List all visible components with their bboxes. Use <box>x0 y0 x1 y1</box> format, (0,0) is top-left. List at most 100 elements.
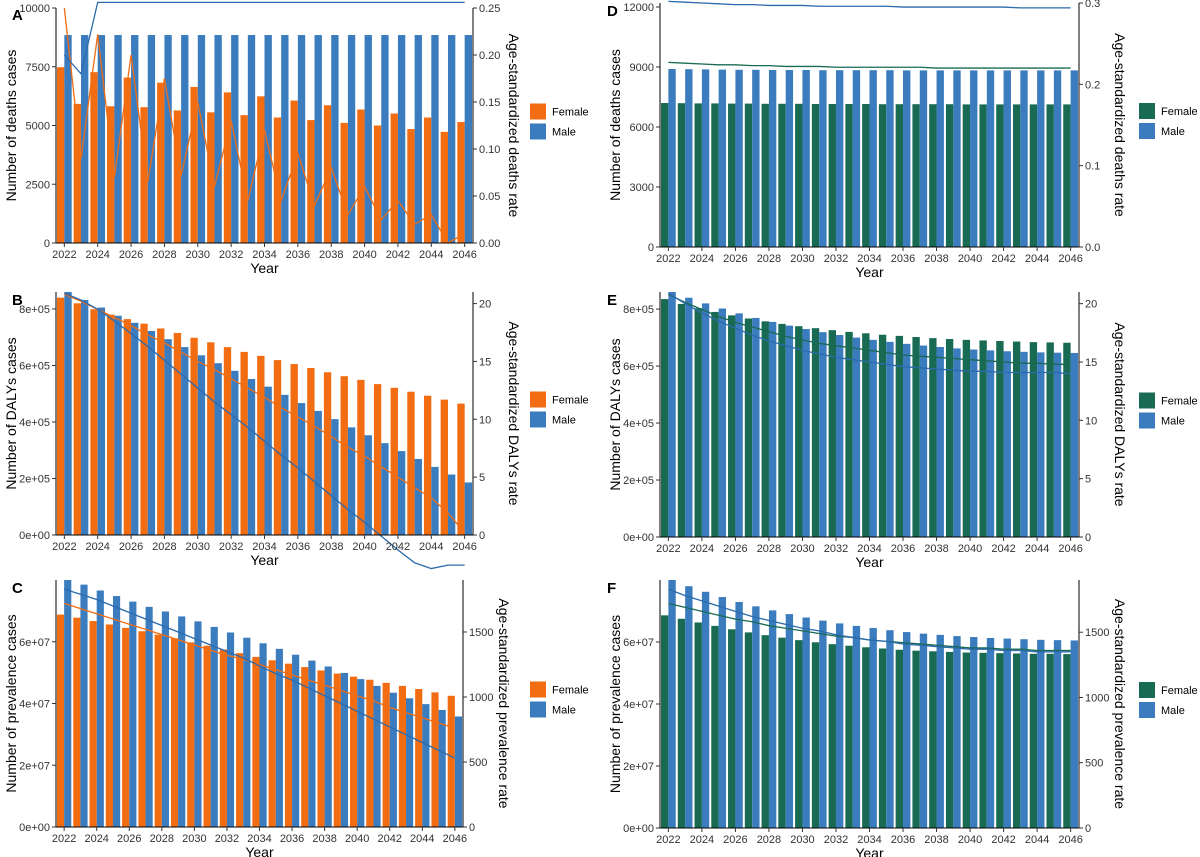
x-tick-label: 2040 <box>958 834 982 846</box>
bar-female-2035 <box>878 334 887 537</box>
bar-female-2031 <box>811 328 820 537</box>
y-tick-label: 4e+07 <box>623 699 654 711</box>
legend-swatch-male <box>530 411 546 428</box>
x-tick-label: 2038 <box>924 543 948 555</box>
bar-female-2026 <box>728 315 736 537</box>
x-axis-title: Year <box>250 552 279 568</box>
bar-male-2042 <box>1003 351 1011 537</box>
bar-male-2031 <box>819 620 827 828</box>
bar-male-2037 <box>919 70 928 248</box>
bar-female-2024 <box>90 309 98 535</box>
bar-female-2024 <box>90 72 98 243</box>
bar-female-2031 <box>207 342 215 535</box>
x-tick-label: 2030 <box>186 541 210 553</box>
bar-male-2038 <box>936 346 944 537</box>
bar-male-2035 <box>281 394 289 535</box>
bar-male-2030 <box>194 621 202 827</box>
bar-male-2027 <box>147 330 156 535</box>
y-right-tick-label: 1000 <box>469 692 493 704</box>
bar-female-2044 <box>1029 104 1038 248</box>
bar-male-2024 <box>701 591 710 828</box>
bar-female-2040 <box>962 104 971 248</box>
bar-female-2029 <box>778 103 786 247</box>
bar-male-2036 <box>903 343 911 537</box>
y-right-tick-label: 5 <box>479 472 485 484</box>
bar-female-2046 <box>457 121 465 243</box>
x-tick-label: 2026 <box>119 541 143 553</box>
bar-female-2034 <box>862 647 870 828</box>
x-tick-label: 2042 <box>386 541 410 553</box>
y-tick-label: 0 <box>44 238 50 250</box>
bar-male-2023 <box>81 299 89 535</box>
y-right-tick-label: 0 <box>469 822 475 834</box>
x-tick-label: 2038 <box>312 833 336 845</box>
y-right-axis-title: Age-standardized deaths rate <box>506 34 522 218</box>
legend-swatch-male <box>1139 412 1155 429</box>
bar-female-2030 <box>187 642 195 827</box>
bar-male-2041 <box>373 685 381 827</box>
y-right-tick-label: 10 <box>479 414 491 426</box>
bar-female-2028 <box>761 635 769 828</box>
bar-female-2042 <box>390 113 398 243</box>
x-tick-label: 2022 <box>656 543 680 555</box>
bar-male-2045 <box>1053 640 1062 828</box>
rate-line-female <box>63 602 456 729</box>
y-tick-label: 2e+07 <box>623 761 654 773</box>
bar-male-2043 <box>406 698 414 827</box>
y-right-tick-label: 500 <box>1085 758 1103 770</box>
bar-female-2036 <box>290 100 298 243</box>
bar-male-2027 <box>147 35 156 243</box>
bar-female-2025 <box>107 106 115 243</box>
bar-male-2035 <box>281 35 289 243</box>
bar-male-2022 <box>668 292 676 537</box>
bar-female-2043 <box>1012 341 1021 537</box>
x-tick-label: 2044 <box>419 249 443 261</box>
bar-male-2042 <box>1003 638 1011 828</box>
bar-male-2027 <box>145 606 153 827</box>
legend-label-female: Female <box>1161 396 1198 408</box>
y-right-tick-label: 20 <box>479 299 491 311</box>
legend-label-male: Male <box>1161 126 1185 138</box>
bar-male-2042 <box>397 451 406 535</box>
y-right-tick-label: 0.1 <box>1085 161 1100 173</box>
bar-female-2030 <box>795 326 803 537</box>
bar-male-2039 <box>347 35 356 243</box>
bar-female-2039 <box>945 651 954 828</box>
bar-male-2034 <box>264 35 272 243</box>
x-tick-label: 2036 <box>891 834 915 846</box>
bar-male-2036 <box>903 632 911 828</box>
bar-male-2031 <box>214 35 222 243</box>
legend-label-female: Female <box>552 395 589 407</box>
x-tick-label: 2044 <box>1025 543 1049 555</box>
rate-line-male <box>668 588 1071 653</box>
bar-female-2022 <box>57 67 65 243</box>
legend-label-female: Female <box>1161 106 1198 118</box>
x-tick-label: 2030 <box>186 249 210 261</box>
x-tick-label: 2032 <box>824 253 848 265</box>
bar-female-2043 <box>407 391 415 535</box>
rate-line-male <box>668 292 1071 375</box>
bar-male-2026 <box>735 69 743 247</box>
x-tick-label: 2038 <box>319 249 343 261</box>
bar-male-2045 <box>1053 70 1062 248</box>
bar-male-2040 <box>970 349 978 537</box>
bar-male-2045 <box>1053 352 1062 537</box>
rate-line-female <box>668 293 1071 365</box>
x-tick-label: 2038 <box>924 834 948 846</box>
y-right-axis-title: Age-standardized DALYs rate <box>506 321 522 505</box>
x-tick-label: 2030 <box>790 253 814 265</box>
bar-female-2037 <box>307 120 315 243</box>
bar-female-2033 <box>845 331 853 537</box>
x-tick-label: 2024 <box>690 253 714 265</box>
y-tick-label: 2500 <box>26 179 50 191</box>
bar-male-2046 <box>1070 70 1078 248</box>
bar-male-2041 <box>381 35 389 243</box>
bar-male-2029 <box>181 347 189 535</box>
bar-female-2045 <box>1046 104 1054 248</box>
bar-female-2044 <box>415 688 423 827</box>
bar-female-2025 <box>711 311 719 537</box>
bar-male-2039 <box>953 348 961 537</box>
bar-female-2023 <box>677 618 686 828</box>
x-tick-label: 2028 <box>757 253 781 265</box>
